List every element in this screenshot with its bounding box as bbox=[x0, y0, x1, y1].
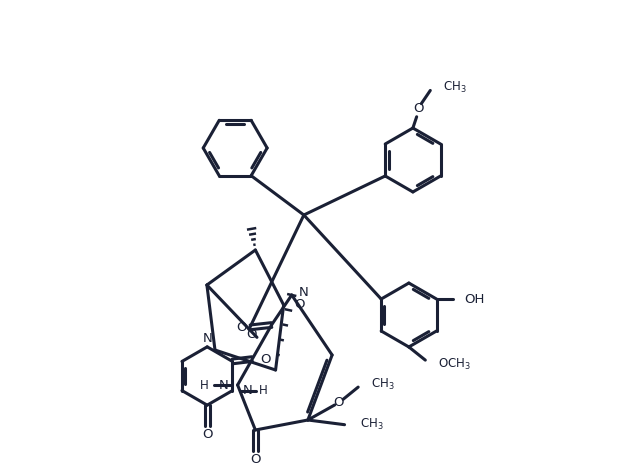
Text: O: O bbox=[333, 396, 344, 408]
Text: O: O bbox=[202, 428, 212, 441]
Text: N: N bbox=[218, 378, 228, 392]
Text: H: H bbox=[200, 378, 209, 392]
Text: H: H bbox=[259, 384, 268, 397]
Text: O: O bbox=[260, 352, 271, 366]
Text: O: O bbox=[237, 321, 247, 334]
Text: OH: OH bbox=[465, 292, 485, 306]
Text: CH$_3$: CH$_3$ bbox=[360, 417, 384, 432]
Text: CH$_3$: CH$_3$ bbox=[371, 377, 395, 392]
Text: O: O bbox=[246, 329, 257, 342]
Text: O: O bbox=[413, 102, 424, 115]
Text: O: O bbox=[294, 298, 305, 312]
Text: N: N bbox=[243, 384, 253, 397]
Text: OCH$_3$: OCH$_3$ bbox=[438, 357, 471, 372]
Text: N: N bbox=[299, 286, 308, 299]
Text: O: O bbox=[250, 453, 260, 466]
Text: CH$_3$: CH$_3$ bbox=[443, 79, 467, 94]
Text: N: N bbox=[202, 332, 212, 345]
